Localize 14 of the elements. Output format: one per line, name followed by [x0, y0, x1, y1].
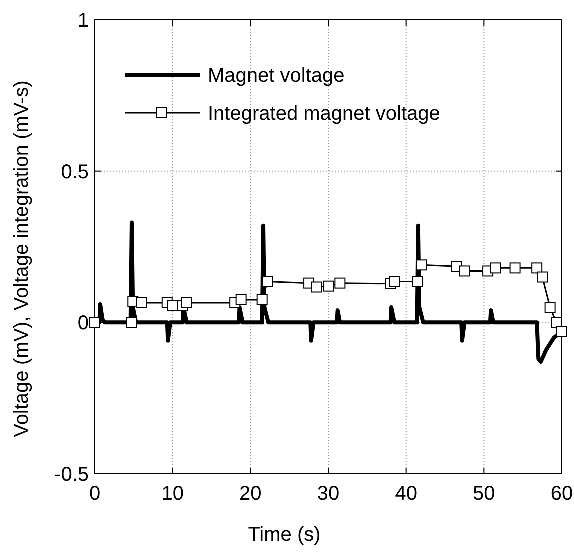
legend-label: Integrated magnet voltage	[208, 103, 440, 125]
x-tick-label: 40	[395, 483, 418, 505]
x-tick-label: 20	[240, 483, 262, 505]
y-tick-label: 0	[78, 312, 89, 335]
y-tick-label: -0.5	[54, 464, 89, 486]
y-tick-label: 0.5	[61, 161, 89, 184]
y-tick-label: 1	[78, 10, 89, 32]
legend-label: Magnet voltage	[208, 65, 345, 87]
x-tick-label: 60	[550, 483, 574, 505]
x-tick-label: 10	[162, 483, 184, 505]
x-axis-title: Time (s)	[248, 524, 321, 546]
y-axis-title: Voltage (mV), Voltage integration (mV-s)	[11, 80, 33, 438]
x-tick-label: 30	[317, 483, 340, 505]
x-tick-label: 50	[473, 483, 496, 505]
